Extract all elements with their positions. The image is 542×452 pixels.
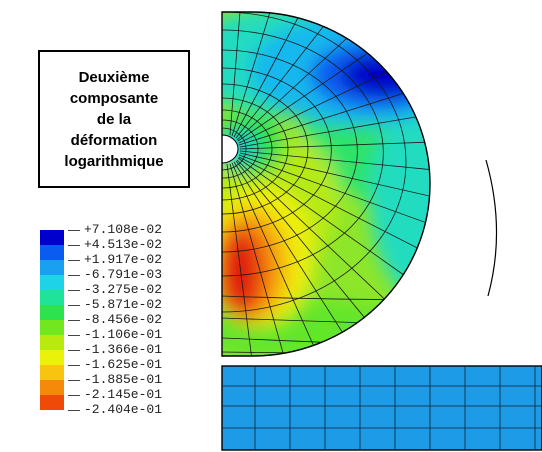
legend-label-12: -2.145e-01 xyxy=(84,387,163,402)
legend-label-3: +1.917e-02 xyxy=(84,252,163,267)
legend-swatch-9 xyxy=(40,350,64,365)
legend-label-1: +7.108e-02 xyxy=(84,222,163,237)
disc-outline xyxy=(221,11,431,357)
color-legend: +7.108e-02 +4.513e-02 +1.917e-02 -6.791e… xyxy=(40,223,230,450)
legend-label-2: +4.513e-02 xyxy=(84,237,163,252)
legend-label-4: -6.791e-03 xyxy=(84,267,163,282)
legend-swatch-12 xyxy=(40,395,64,410)
legend-swatch-5 xyxy=(40,290,64,305)
title-line-5: logarithmique xyxy=(64,152,164,170)
legend-swatch-8 xyxy=(40,335,64,350)
title-line-2: composante xyxy=(69,89,159,107)
punch-plate xyxy=(221,365,542,451)
legend-label-8: -1.106e-01 xyxy=(84,327,163,342)
title-line-3: de la xyxy=(96,110,132,128)
legend-label-7: -8.456e-02 xyxy=(84,312,163,327)
legend-label-10: -1.625e-01 xyxy=(84,357,163,372)
legend-swatch-11 xyxy=(40,380,64,395)
legend-swatch-10 xyxy=(40,365,64,380)
legend-label-9: -1.366e-01 xyxy=(84,342,163,357)
legend-label-11: -1.885e-01 xyxy=(84,372,163,387)
legend-label-13: -2.404e-01 xyxy=(84,402,163,417)
legend-swatch-3 xyxy=(40,260,64,275)
central-hole xyxy=(221,134,239,164)
legend-label-6: -5.871e-02 xyxy=(84,297,163,312)
legend-label-5: -3.275e-02 xyxy=(84,282,163,297)
legend-swatch-2 xyxy=(40,245,64,260)
legend-swatch-7 xyxy=(40,320,64,335)
legend-swatch-6 xyxy=(40,305,64,320)
title-box: Deuxième composante de la déformation lo… xyxy=(38,50,190,188)
legend-swatch-1 xyxy=(40,230,64,245)
title-line-4: déformation xyxy=(70,131,158,149)
title-line-1: Deuxième xyxy=(78,68,150,86)
legend-swatch-4 xyxy=(40,275,64,290)
